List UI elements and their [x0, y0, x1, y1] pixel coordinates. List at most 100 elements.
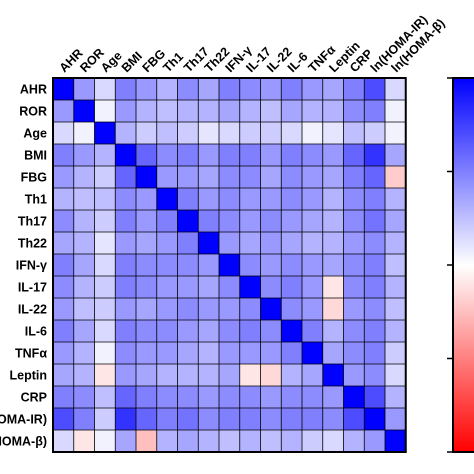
heatmap-grid [53, 78, 406, 452]
heatmap-cell [156, 78, 178, 100]
heatmap-cell [219, 386, 240, 408]
heatmap-cell [94, 430, 116, 452]
heatmap-cells [53, 78, 406, 452]
heatmap-cell [73, 364, 95, 386]
heatmap-cell [115, 210, 136, 232]
column-label: BMI [119, 49, 145, 75]
heatmap-cell [385, 100, 406, 122]
heatmap-cell [239, 122, 261, 144]
heatmap-cell [115, 122, 136, 144]
heatmap-cell [177, 122, 199, 144]
heatmap-cell [94, 408, 116, 430]
heatmap-cell [302, 232, 323, 254]
heatmap-cell [177, 166, 199, 188]
heatmap-cell [53, 232, 74, 254]
heatmap-cell [281, 254, 302, 276]
heatmap-cell [322, 254, 344, 276]
heatmap-cell [322, 122, 344, 144]
heatmap-cell [302, 78, 323, 100]
heatmap-cell [156, 408, 178, 430]
heatmap-cell [239, 342, 261, 364]
heatmap-cell [177, 254, 199, 276]
heatmap-cell [115, 144, 136, 166]
heatmap-cell [239, 320, 261, 342]
heatmap-cell [343, 320, 365, 342]
heatmap-cell [239, 100, 261, 122]
heatmap-cell [156, 210, 178, 232]
heatmap-cell [260, 430, 282, 452]
heatmap-cell [364, 144, 385, 166]
heatmap-cell [136, 386, 157, 408]
heatmap-cell [260, 386, 282, 408]
heatmap-cell [302, 144, 323, 166]
heatmap-cell [302, 364, 323, 386]
heatmap-cell [73, 188, 95, 210]
heatmap-cell [385, 408, 406, 430]
heatmap-cell [177, 408, 199, 430]
heatmap-cell [239, 166, 261, 188]
heatmap-cell [136, 320, 157, 342]
heatmap-cell [364, 364, 385, 386]
heatmap-cell [198, 166, 219, 188]
heatmap-cell [219, 210, 240, 232]
heatmap-cell [260, 364, 282, 386]
heatmap-cell [343, 276, 365, 298]
heatmap-cell [343, 298, 365, 320]
row-label: TNFα [15, 347, 47, 361]
heatmap-cell [136, 254, 157, 276]
heatmap-cell [364, 298, 385, 320]
heatmap-cell [322, 298, 344, 320]
heatmap-cell [53, 298, 74, 320]
heatmap-cell [156, 342, 178, 364]
heatmap-cell [343, 430, 365, 452]
heatmap-cell [73, 100, 95, 122]
heatmap-cell [94, 298, 116, 320]
heatmap-cell [94, 122, 116, 144]
heatmap-cell [343, 122, 365, 144]
heatmap-cell [364, 210, 385, 232]
heatmap-cell [219, 188, 240, 210]
heatmap-cell [219, 320, 240, 342]
heatmap-cell [322, 342, 344, 364]
heatmap-cell [343, 210, 365, 232]
heatmap-cell [198, 408, 219, 430]
heatmap-cell [136, 276, 157, 298]
heatmap-cell [343, 100, 365, 122]
heatmap-cell [260, 166, 282, 188]
heatmap-cell [136, 210, 157, 232]
heatmap-cell [343, 342, 365, 364]
heatmap-cell [343, 232, 365, 254]
heatmap-cell [219, 78, 240, 100]
heatmap-cell [281, 320, 302, 342]
heatmap-cell [364, 408, 385, 430]
heatmap-cell [94, 342, 116, 364]
heatmap-cell [136, 430, 157, 452]
heatmap-cell [156, 364, 178, 386]
heatmap-cell [115, 166, 136, 188]
heatmap-cell [385, 232, 406, 254]
heatmap-cell [385, 298, 406, 320]
heatmap-cell [364, 122, 385, 144]
heatmap-cell [302, 430, 323, 452]
heatmap-cell [198, 100, 219, 122]
heatmap-cell [364, 254, 385, 276]
heatmap-cell [343, 188, 365, 210]
heatmap-cell [53, 364, 74, 386]
heatmap-cell [322, 320, 344, 342]
heatmap-cell [281, 122, 302, 144]
heatmap-cell [239, 364, 261, 386]
heatmap-cell [115, 78, 136, 100]
heatmap-cell [94, 210, 116, 232]
row-labels: AHR ROR Age BMI FBG Th1 Th17 Th22 IFN-γ IL-17 IL-2… [0, 83, 47, 449]
heatmap-cell [302, 298, 323, 320]
heatmap-cell [177, 276, 199, 298]
heatmap-cell [177, 232, 199, 254]
heatmap-cell [156, 122, 178, 144]
heatmap-cell [94, 78, 116, 100]
heatmap-cell [94, 188, 116, 210]
heatmap-cell [281, 342, 302, 364]
heatmap-cell [281, 364, 302, 386]
row-label: AHR [20, 83, 47, 97]
heatmap-cell [302, 320, 323, 342]
heatmap-cell [322, 276, 344, 298]
